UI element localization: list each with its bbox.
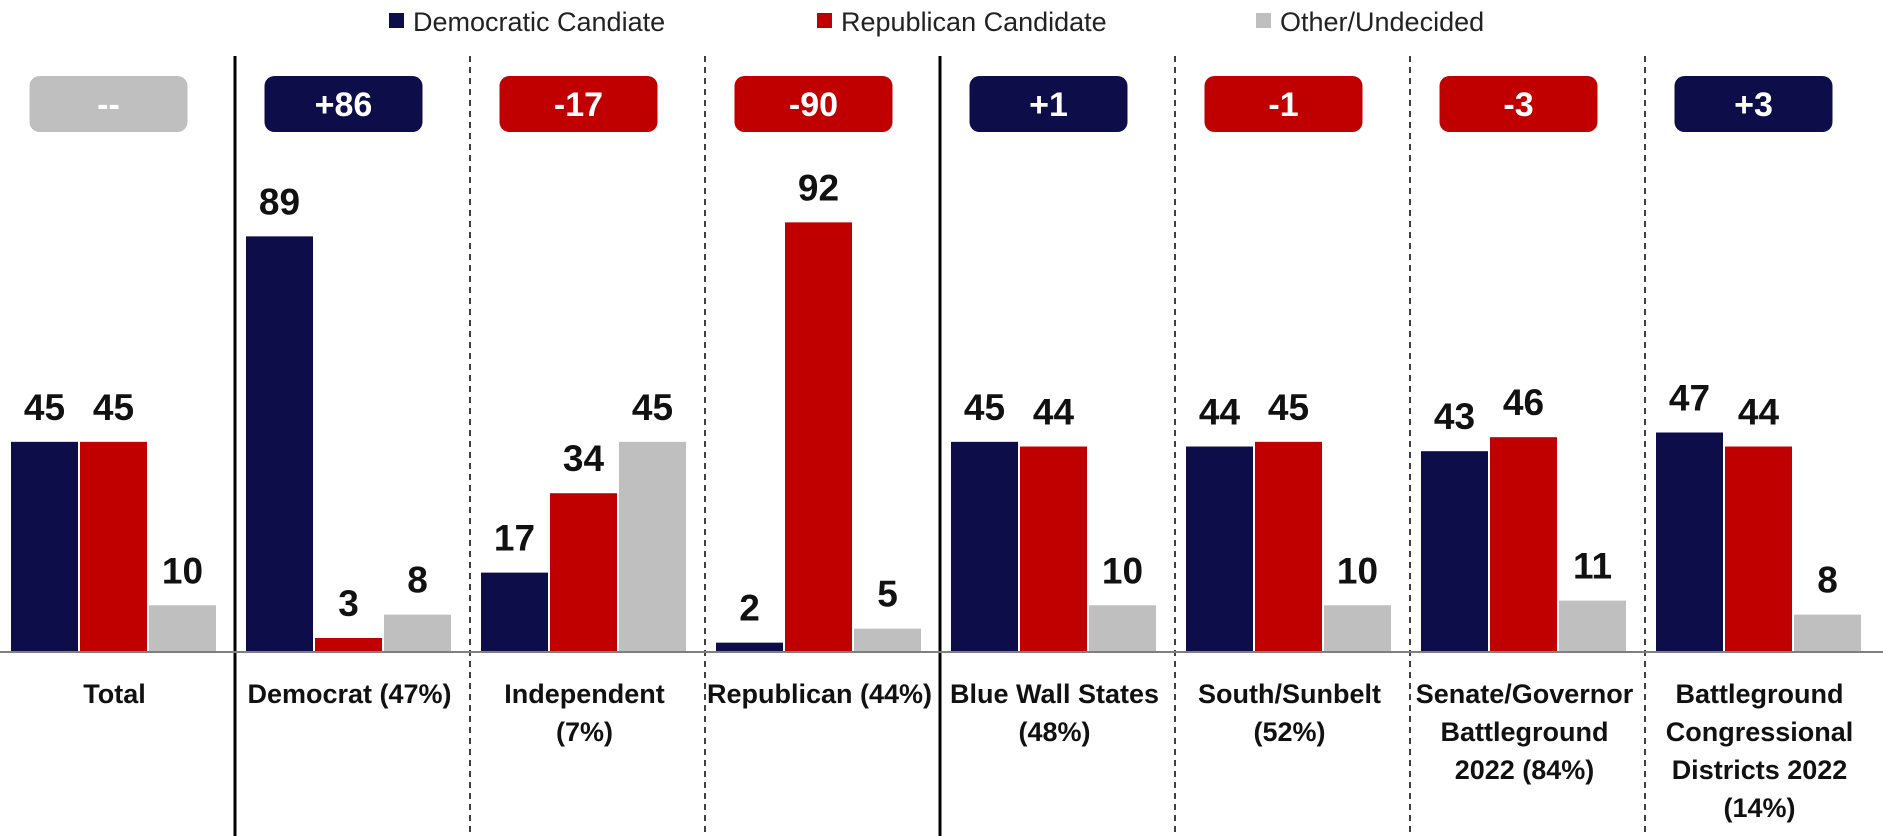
bar-6-3 — [1324, 605, 1391, 652]
margin-label-3: -17 — [554, 86, 603, 124]
value-label-5-2: 44 — [1033, 392, 1075, 433]
bar-3-3 — [619, 441, 686, 652]
margin-label-7: -3 — [1503, 86, 1533, 124]
bar-6-1 — [1186, 446, 1253, 652]
margin-badge-3 — [499, 76, 658, 132]
bar-5-3 — [1089, 605, 1156, 652]
bar-5-1 — [951, 441, 1018, 652]
value-label-1-2: 45 — [93, 387, 134, 428]
value-label-3-2: 34 — [563, 438, 605, 479]
margin-badge-2 — [264, 76, 423, 132]
bar-8-3 — [1794, 614, 1861, 652]
legend-label-1: Democratic Candiate — [413, 7, 665, 37]
value-label-3-1: 17 — [494, 518, 535, 559]
bar-8-2 — [1725, 446, 1792, 652]
bar-7-2 — [1490, 437, 1557, 652]
value-label-8-2: 44 — [1738, 392, 1780, 433]
value-label-4-2: 92 — [798, 167, 839, 208]
category-label-8-line-4: (14%) — [1723, 793, 1795, 823]
value-label-4-1: 2 — [739, 588, 760, 629]
margin-label-6: -1 — [1268, 86, 1298, 124]
category-label-3-line-1: Independent — [504, 679, 665, 709]
category-label-6-line-2: (52%) — [1253, 717, 1325, 747]
margin-label-5: +1 — [1029, 86, 1068, 124]
category-label-8-line-1: Battleground — [1676, 679, 1844, 709]
category-label-6-line-1: South/Sunbelt — [1198, 679, 1381, 709]
value-label-7-1: 43 — [1434, 396, 1475, 437]
value-label-4-3: 5 — [877, 574, 898, 615]
category-label-8-line-2: Congressional — [1666, 717, 1854, 747]
margin-badge-4 — [734, 76, 893, 132]
margin-label-2: +86 — [315, 86, 373, 124]
value-label-2-2: 3 — [338, 583, 359, 624]
value-label-1-1: 45 — [24, 387, 65, 428]
margin-badge-5 — [969, 76, 1128, 132]
margin-badge-6 — [1204, 76, 1363, 132]
bar-5-2 — [1020, 446, 1087, 652]
bar-4-3 — [854, 628, 921, 652]
bar-3-1 — [481, 572, 548, 652]
bars — [11, 222, 1861, 653]
value-label-6-3: 10 — [1337, 550, 1378, 591]
bar-4-2 — [785, 222, 852, 653]
legend: Democratic Candiate Republican Candidate O… — [389, 7, 1484, 37]
category-label-2-line-1: Democrat (47%) — [247, 679, 451, 709]
group-separators — [233, 56, 1646, 836]
margin-badge-8 — [1674, 76, 1833, 132]
value-label-5-3: 10 — [1102, 550, 1143, 591]
legend-swatch-2 — [817, 13, 832, 28]
bar-6-2 — [1255, 441, 1322, 652]
category-label-7-line-1: Senate/Governor — [1416, 679, 1634, 709]
value-label-6-1: 44 — [1199, 392, 1241, 433]
bar-1-3 — [149, 605, 216, 652]
category-label-5-line-2: (48%) — [1018, 717, 1090, 747]
legend-swatch-1 — [389, 13, 404, 28]
margin-label-1: -- — [97, 86, 120, 124]
value-label-3-3: 45 — [632, 387, 673, 428]
value-label-8-1: 47 — [1669, 378, 1710, 419]
legend-label-2: Republican Candidate — [841, 7, 1107, 37]
category-label-7-line-3: 2022 (84%) — [1455, 755, 1595, 785]
bar-1-2 — [80, 441, 147, 652]
category-label-8-line-3: Districts 2022 — [1672, 755, 1848, 785]
category-label-3-line-2: (7%) — [556, 717, 613, 747]
value-labels: 45 45 10 89 3 8 17 34 45 2 92 5 45 44 10 44 45 10 43 46 11 47… — [24, 167, 1838, 628]
category-label-5-line-1: Blue Wall States — [950, 679, 1159, 709]
bar-1-1 — [11, 441, 78, 652]
margin-label-8: +3 — [1734, 86, 1773, 124]
bar-3-2 — [550, 493, 617, 652]
legend-swatch-3 — [1256, 13, 1271, 28]
legend-label-3: Other/Undecided — [1280, 7, 1484, 37]
margin-badges: -- +86 -17 -90 +1 -1 -3 +3 — [29, 76, 1833, 132]
margin-label-4: -90 — [789, 86, 838, 124]
bar-8-1 — [1656, 432, 1723, 652]
value-label-2-3: 8 — [407, 560, 428, 601]
value-label-7-2: 46 — [1503, 382, 1544, 423]
bar-4-1 — [716, 642, 783, 652]
bar-7-3 — [1559, 600, 1626, 652]
margin-badge-7 — [1439, 76, 1598, 132]
category-labels: Total Democrat (47%) Independent (7%) Republ… — [83, 679, 1853, 823]
category-label-1-line-1: Total — [83, 679, 146, 709]
category-label-4-line-1: Republican (44%) — [707, 679, 932, 709]
bar-2-2 — [315, 637, 382, 652]
value-label-7-3: 11 — [1573, 546, 1612, 587]
bar-7-1 — [1421, 451, 1488, 652]
bar-2-3 — [384, 614, 451, 652]
value-label-2-1: 89 — [259, 181, 300, 222]
value-label-1-3: 10 — [162, 550, 203, 591]
margin-badge-1 — [29, 76, 188, 132]
value-label-6-2: 45 — [1268, 387, 1309, 428]
bar-2-1 — [246, 236, 313, 652]
value-label-8-3: 8 — [1817, 560, 1838, 601]
category-label-7-line-2: Battleground — [1441, 717, 1609, 747]
value-label-5-1: 45 — [964, 387, 1005, 428]
